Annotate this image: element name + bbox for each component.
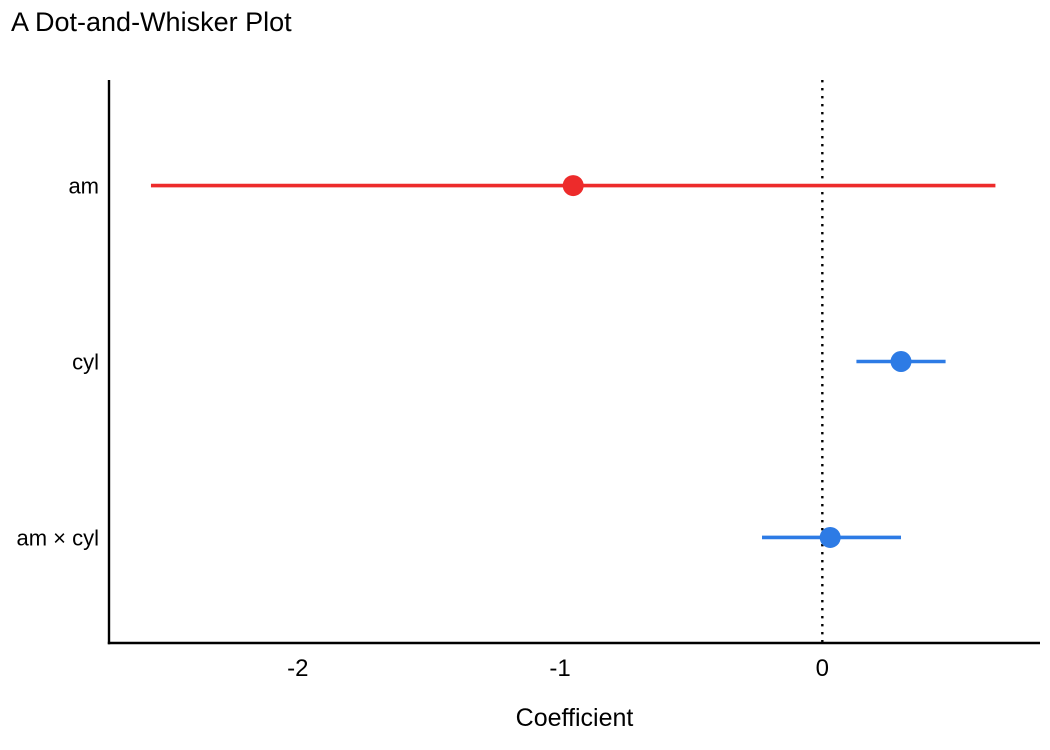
estimate-dot — [819, 526, 841, 548]
x-axis-tick-label: -2 — [287, 655, 308, 682]
x-axis-title: Coefficient — [515, 704, 634, 732]
chart-title: A Dot-and-Whisker Plot — [11, 7, 292, 37]
y-axis-category-label: am × cyl — [16, 525, 99, 550]
estimate-dot — [890, 351, 912, 372]
y-axis-category-label: am — [68, 174, 99, 199]
x-axis-tick-label: 0 — [816, 655, 829, 682]
y-axis-category-label: cyl — [72, 350, 99, 375]
estimate-dot — [562, 175, 584, 197]
x-axis-tick-label: -1 — [549, 655, 570, 682]
